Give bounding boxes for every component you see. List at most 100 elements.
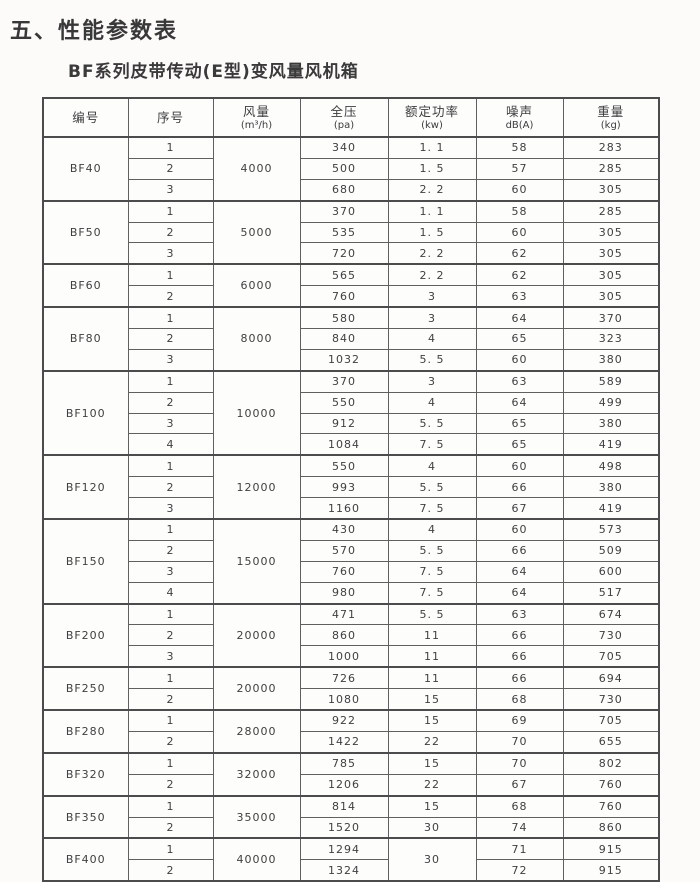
pressure-cell: 430 <box>299 518 389 541</box>
power-cell: 5. 5 <box>387 412 477 435</box>
noise-cell: 66 <box>475 539 564 562</box>
table-header-row: 编号 序号 风量 (m³/h) 全压 (pa) 额定功率 (kw) 噪声 dB(A) 重量 (kg) <box>42 97 660 138</box>
weight-cell: 915 <box>562 837 660 861</box>
noise-cell: 74 <box>475 816 564 839</box>
seq-cell: 2 <box>127 539 214 562</box>
pressure-cell: 471 <box>299 602 389 626</box>
airflow-cell: 32000 <box>212 751 301 797</box>
pressure-cell: 580 <box>299 306 389 330</box>
noise-cell: 66 <box>475 476 564 499</box>
noise-cell: 62 <box>475 242 564 265</box>
weight-cell: 380 <box>562 476 660 499</box>
table-row: 2 535 1. 5 60 305 <box>43 221 660 244</box>
table-row: BF80 1 8000 580 3 64 370 <box>42 306 660 372</box>
noise-cell: 66 <box>475 666 564 690</box>
pressure-cell: 680 <box>299 178 389 202</box>
power-cell: 5. 5 <box>387 348 477 372</box>
weight-cell: 305 <box>562 242 660 265</box>
table-row: 2 1520 30 74 860 <box>43 816 660 839</box>
power-cell: 1. 5 <box>387 221 477 244</box>
column-header-label: 序号 <box>156 109 184 125</box>
power-cell: 11 <box>387 624 477 647</box>
weight-cell: 380 <box>562 348 660 372</box>
power-cell: 3 <box>387 285 477 308</box>
weight-cell: 285 <box>562 199 660 223</box>
column-header-airflow: 风量 (m³/h) <box>212 97 301 138</box>
seq-cell: 3 <box>127 178 214 202</box>
column-header-label: 风量 <box>242 103 270 119</box>
column-header-label: 编号 <box>72 109 100 125</box>
power-cell: 7. 5 <box>387 560 477 583</box>
weight-cell: 694 <box>562 666 660 690</box>
table-row: 2 550 4 64 499 <box>43 391 660 414</box>
model-cell: BF120 <box>42 454 129 520</box>
seq-cell: 2 <box>127 221 214 244</box>
performance-params-table: 编号 序号 风量 (m³/h) 全压 (pa) 额定功率 (kw) 噪声 dB(A) 重量 (kg) … <box>42 97 660 882</box>
noise-cell: 65 <box>475 412 564 435</box>
weight-cell: 674 <box>562 602 660 626</box>
power-cell: 22 <box>387 730 477 754</box>
noise-cell: 58 <box>475 199 564 223</box>
power-cell: 5. 5 <box>387 539 477 562</box>
column-header-power: 额定功率 (kw) <box>387 97 477 138</box>
airflow-cell: 4000 <box>212 136 301 202</box>
weight-cell: 600 <box>562 560 660 583</box>
noise-cell: 72 <box>475 859 564 882</box>
weight-cell: 589 <box>562 369 660 393</box>
seq-cell: 1 <box>127 709 214 732</box>
seq-cell: 2 <box>127 285 214 308</box>
noise-cell: 67 <box>475 773 564 797</box>
weight-cell: 573 <box>562 518 660 541</box>
seq-cell: 1 <box>127 306 214 330</box>
pressure-cell: 370 <box>299 199 389 223</box>
table-row: BF120 1 12000 550 4 60 498 <box>42 454 660 520</box>
table-row: BF150 1 15000 430 4 60 573 <box>42 518 660 605</box>
pressure-cell: 840 <box>299 328 389 350</box>
column-header-unit: (pa) <box>333 119 355 131</box>
column-header-unit: (kg) <box>600 119 621 131</box>
noise-cell: 68 <box>475 794 564 818</box>
weight-cell: 760 <box>562 773 660 797</box>
power-cell: 15 <box>387 688 477 711</box>
power-cell: 4 <box>387 454 477 478</box>
column-header-label: 噪声 <box>505 103 533 119</box>
seq-cell: 2 <box>127 816 214 839</box>
airflow-cell: 20000 <box>212 666 301 711</box>
seq-cell: 4 <box>127 433 214 456</box>
seq-cell: 1 <box>127 454 214 478</box>
noise-cell: 64 <box>475 581 564 605</box>
noise-cell: 64 <box>475 391 564 414</box>
seq-cell: 1 <box>127 369 214 393</box>
pressure-cell: 720 <box>299 242 389 265</box>
noise-cell: 68 <box>475 688 564 711</box>
table-row: 3 680 2. 2 60 305 <box>43 178 660 202</box>
noise-cell: 63 <box>475 285 564 308</box>
model-cell: BF250 <box>42 666 129 711</box>
seq-cell: 2 <box>127 476 214 499</box>
weight-cell: 419 <box>562 433 660 456</box>
power-cell: 1. 1 <box>387 135 477 159</box>
seq-cell: 1 <box>127 199 214 223</box>
table-row: 2 1324 72 915 <box>43 859 660 882</box>
table-row: BF40 1 4000 340 1. 1 58 283 <box>42 135 660 202</box>
noise-cell: 60 <box>475 518 564 541</box>
column-header-model: 编号 <box>42 97 129 138</box>
noise-cell: 60 <box>475 178 564 202</box>
weight-cell: 305 <box>562 178 660 202</box>
seq-cell: 2 <box>127 391 214 414</box>
table-row: BF250 1 20000 726 11 66 694 <box>42 666 660 711</box>
pressure-cell: 1520 <box>299 816 389 839</box>
column-header-label: 额定功率 <box>404 103 459 119</box>
table-row: 2 1206 22 67 760 <box>43 773 660 797</box>
table-row: BF100 1 10000 370 3 63 589 <box>42 369 660 456</box>
table-body: BF40 1 4000 340 1. 1 58 283 2 500 1. 5 57 285 3 680 2.… <box>42 135 660 882</box>
table-row: BF60 1 6000 565 2. 2 62 305 <box>42 263 660 308</box>
weight-cell: 517 <box>562 581 660 605</box>
power-cell: 30 <box>387 837 477 882</box>
noise-cell: 64 <box>475 560 564 583</box>
seq-cell: 2 <box>127 730 214 754</box>
power-cell: 15 <box>387 751 477 775</box>
weight-cell: 655 <box>562 730 660 754</box>
pressure-cell: 814 <box>299 794 389 818</box>
seq-cell: 2 <box>127 773 214 797</box>
